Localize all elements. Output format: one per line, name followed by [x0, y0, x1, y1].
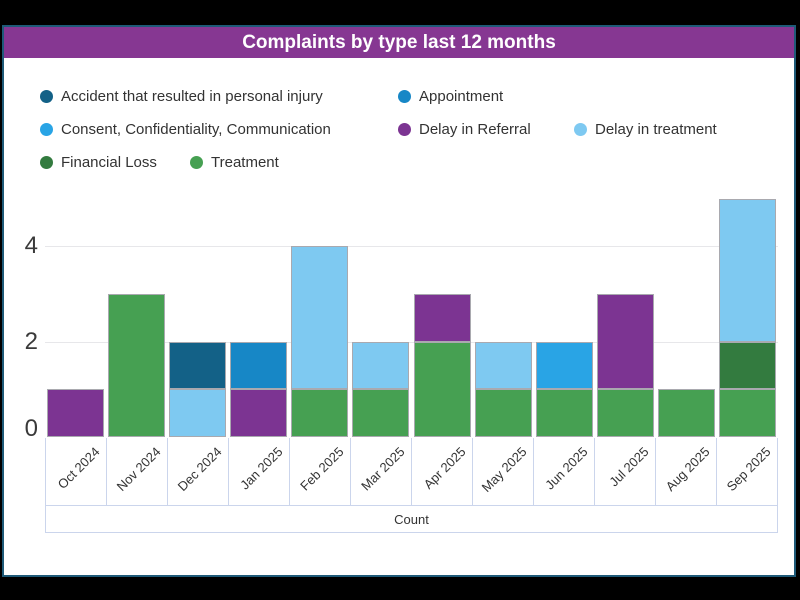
y-axis-label: 0 [24, 415, 38, 442]
bar-segment[interactable] [169, 341, 227, 390]
bar-segment[interactable] [291, 389, 349, 437]
legend-item-treatment[interactable]: Treatment [190, 154, 279, 171]
gridline [45, 246, 778, 248]
legend-item-label: Delay in Referral [419, 121, 531, 138]
legend-item-label: Consent, Confidentiality, Communication [61, 121, 331, 138]
bar-segment[interactable] [535, 389, 593, 437]
bar-segment[interactable] [596, 293, 654, 390]
bar-segment[interactable] [596, 389, 654, 437]
chart-header: Complaints by type last 12 months [4, 27, 794, 58]
x-axis-cell [656, 438, 717, 505]
legend-dot-icon [190, 156, 203, 169]
bar-segment[interactable] [718, 389, 776, 437]
legend-item-consent-confidentiality-communication[interactable]: Consent, Confidentiality, Communication [40, 121, 331, 138]
legend-dot-icon [398, 123, 411, 136]
x-axis-cell [534, 438, 595, 505]
bar-segment[interactable] [108, 293, 166, 437]
x-axis-cell [473, 438, 534, 505]
legend-dot-icon [40, 123, 53, 136]
x-axis-cell [290, 438, 351, 505]
bar-segment[interactable] [169, 389, 227, 437]
legend-item-appointment[interactable]: Appointment [398, 88, 503, 105]
x-axis-cell [45, 438, 107, 505]
bar-segment[interactable] [413, 341, 471, 437]
bar-segment[interactable] [230, 389, 288, 437]
legend-item-financial-loss[interactable]: Financial Loss [40, 154, 157, 171]
gridline [45, 341, 778, 343]
y-axis-label: 2 [24, 327, 38, 355]
bar-segment[interactable] [718, 341, 776, 390]
legend-item-label: Appointment [419, 88, 504, 105]
bar-segment[interactable] [230, 341, 288, 390]
x-axis-cell [229, 438, 290, 505]
bar-segment[interactable] [352, 341, 410, 390]
legend-item-label: Financial Loss [61, 154, 157, 171]
bar-segment[interactable] [474, 341, 532, 390]
x-axis-cells [45, 438, 778, 505]
legend-item-label: Treatment [211, 154, 279, 171]
bar-segment[interactable] [657, 389, 715, 437]
bar-segment[interactable] [535, 341, 593, 390]
y-axis-label: 4 [24, 232, 38, 260]
bar-segment[interactable] [47, 389, 105, 437]
chart-title: Complaints by type last 12 months [242, 31, 556, 53]
legend-item-label: Accident that resulted in personal injur… [61, 88, 323, 105]
x-axis-cell [351, 438, 412, 505]
x-axis-title-box: Count [45, 505, 778, 533]
bar-segment[interactable] [352, 389, 410, 437]
bar-segment[interactable] [718, 198, 776, 342]
x-axis-cell [595, 438, 656, 505]
legend-dot-icon [40, 90, 53, 103]
x-axis-cell [168, 438, 229, 505]
x-axis-title: Count [394, 511, 429, 527]
bar-segment[interactable] [291, 246, 349, 390]
legend-item-label: Delay in treatment [595, 121, 717, 138]
legend-item-delay-in-treatment[interactable]: Delay in treatment [574, 121, 717, 138]
legend-dot-icon [574, 123, 587, 136]
x-axis-cell [717, 438, 778, 505]
bar-segment[interactable] [413, 293, 471, 342]
x-axis-cell [107, 438, 168, 505]
bar-segment[interactable] [474, 389, 532, 437]
legend-dot-icon [40, 156, 53, 169]
x-axis-cell [412, 438, 473, 505]
legend-item-accident-that-resulted-in-personal-injury[interactable]: Accident that resulted in personal injur… [40, 88, 323, 105]
legend-item-delay-in-referral[interactable]: Delay in Referral [398, 121, 531, 138]
legend-dot-icon [398, 90, 411, 103]
